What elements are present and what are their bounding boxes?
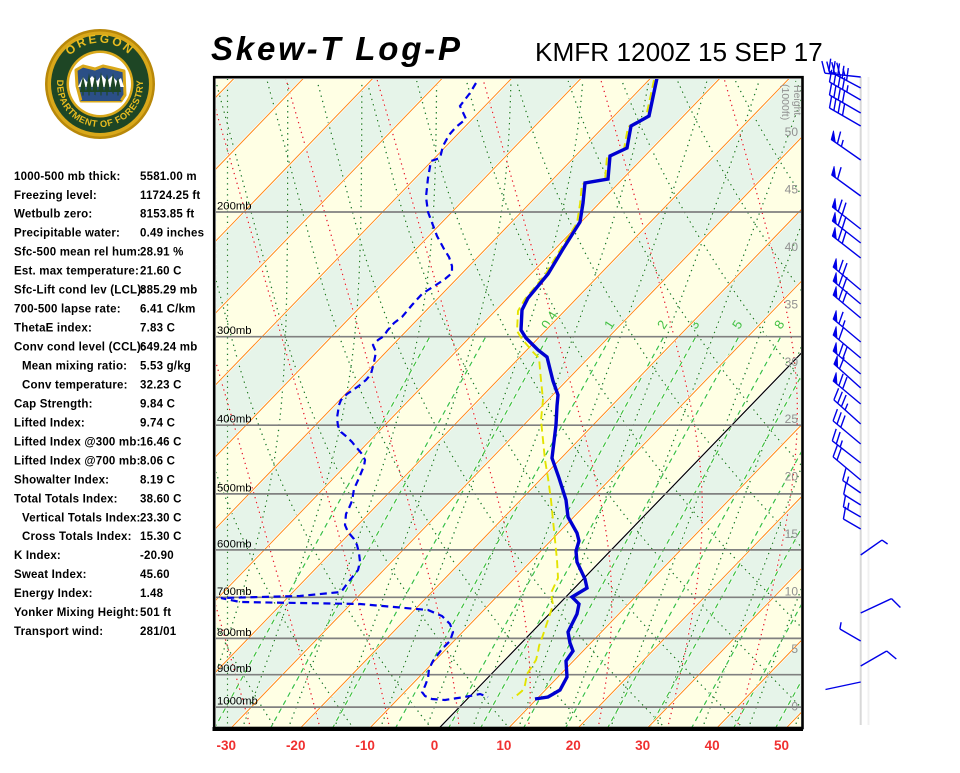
svg-text:Wetbulb zero:: Wetbulb zero: [14, 209, 92, 221]
svg-text:9.74 C: 9.74 C [140, 417, 175, 429]
svg-text:-30: -30 [217, 738, 237, 753]
svg-text:Sfc-Lift cond lev (LCL):: Sfc-Lift cond lev (LCL): [14, 285, 145, 297]
svg-text:-10: -10 [355, 738, 375, 753]
svg-text:-20.90: -20.90 [140, 550, 174, 562]
svg-text:Yonker Mixing Height:: Yonker Mixing Height: [14, 607, 139, 619]
svg-text:15: 15 [785, 527, 799, 541]
svg-text:-20: -20 [286, 738, 306, 753]
svg-text:Conv temperature:: Conv temperature: [22, 380, 128, 392]
svg-text:0: 0 [791, 700, 798, 714]
svg-text:Mean mixing ratio:: Mean mixing ratio: [22, 361, 127, 373]
svg-text:1000-500 mb thick:: 1000-500 mb thick: [14, 171, 121, 183]
svg-text:10: 10 [785, 585, 799, 599]
svg-text:20: 20 [785, 470, 799, 484]
svg-text:10: 10 [496, 738, 511, 753]
svg-text:8.06 C: 8.06 C [140, 455, 175, 467]
svg-text:5581.00 m: 5581.00 m [140, 171, 197, 183]
svg-text:30: 30 [785, 355, 799, 369]
svg-text:300mb: 300mb [217, 325, 252, 337]
svg-text:Skew-T Log-P: Skew-T Log-P [211, 30, 463, 67]
svg-text:800mb: 800mb [217, 627, 252, 639]
svg-text:28.91 %: 28.91 % [140, 247, 184, 259]
svg-text:Transport wind:: Transport wind: [14, 626, 103, 638]
svg-text:16.46 C: 16.46 C [140, 436, 182, 448]
svg-text:9.84 C: 9.84 C [140, 398, 175, 410]
svg-text:Conv cond level (CCL):: Conv cond level (CCL): [14, 342, 145, 354]
svg-text:281/01: 281/01 [140, 626, 177, 638]
svg-text:0.49 inches: 0.49 inches [140, 228, 204, 240]
svg-text:25: 25 [785, 412, 799, 426]
svg-text:Energy Index:: Energy Index: [14, 588, 93, 600]
svg-text:700-500 lapse rate:: 700-500 lapse rate: [14, 304, 121, 316]
svg-text:Total Totals Index:: Total Totals Index: [14, 493, 118, 505]
svg-text:900mb: 900mb [217, 663, 252, 675]
svg-text:21.60 C: 21.60 C [140, 266, 182, 278]
svg-text:1000mb: 1000mb [217, 696, 258, 708]
svg-text:15.30 C: 15.30 C [140, 531, 182, 543]
svg-text:35: 35 [785, 297, 799, 311]
svg-text:38.60 C: 38.60 C [140, 493, 182, 505]
svg-text:Height.: Height. [791, 85, 803, 118]
svg-text:Cross Totals Index:: Cross Totals Index: [22, 531, 132, 543]
svg-text:50: 50 [785, 125, 799, 139]
svg-text:45: 45 [785, 183, 799, 197]
svg-text:Precipitable water:: Precipitable water: [14, 228, 120, 240]
svg-text:11724.25 ft: 11724.25 ft [140, 190, 200, 202]
svg-text:Est. max temperature:: Est. max temperature: [14, 266, 139, 278]
svg-text:7.83 C: 7.83 C [140, 323, 175, 335]
svg-text:ThetaE index:: ThetaE index: [14, 323, 92, 335]
svg-text:Lifted Index @300 mb:: Lifted Index @300 mb: [14, 436, 141, 448]
svg-text:885.29 mb: 885.29 mb [140, 285, 197, 297]
svg-text:500mb: 500mb [217, 482, 252, 494]
svg-text:Cap Strength:: Cap Strength: [14, 398, 93, 410]
svg-text:600mb: 600mb [217, 538, 252, 550]
svg-text:45.60: 45.60 [140, 569, 170, 581]
svg-text:30: 30 [635, 738, 650, 753]
svg-text:Lifted Index @700 mb:: Lifted Index @700 mb: [14, 455, 141, 467]
svg-text:20: 20 [566, 738, 581, 753]
svg-text:23.30 C: 23.30 C [140, 512, 182, 524]
svg-text:KMFR 1200Z 15 SEP 17: KMFR 1200Z 15 SEP 17 [535, 37, 823, 67]
svg-text:700mb: 700mb [217, 586, 252, 598]
svg-text:400mb: 400mb [217, 414, 252, 426]
svg-text:Freezing level:: Freezing level: [14, 190, 97, 202]
svg-text:5.53 g/kg: 5.53 g/kg [140, 361, 191, 373]
svg-text:Lifted Index:: Lifted Index: [14, 417, 85, 429]
svg-text:Vertical Totals Index:: Vertical Totals Index: [22, 512, 141, 524]
svg-text:K Index:: K Index: [14, 550, 61, 562]
svg-text:5: 5 [791, 642, 798, 656]
svg-text:200mb: 200mb [217, 201, 252, 213]
svg-text:0: 0 [431, 738, 439, 753]
svg-text:8.19 C: 8.19 C [140, 474, 175, 486]
svg-text:Sweat Index:: Sweat Index: [14, 569, 87, 581]
svg-text:40: 40 [785, 240, 799, 254]
svg-text:1.48: 1.48 [140, 588, 164, 600]
svg-text:32.23 C: 32.23 C [140, 380, 182, 392]
svg-text:(1000ft): (1000ft) [779, 84, 791, 120]
svg-text:Showalter Index:: Showalter Index: [14, 474, 109, 486]
svg-text:501 ft: 501 ft [140, 607, 171, 619]
svg-text:6.41 C/km: 6.41 C/km [140, 304, 196, 316]
svg-text:8153.85 ft: 8153.85 ft [140, 209, 194, 221]
svg-text:Sfc-500 mean rel hum:: Sfc-500 mean rel hum: [14, 247, 141, 259]
svg-text:649.24 mb: 649.24 mb [140, 342, 197, 354]
svg-text:40: 40 [705, 738, 720, 753]
svg-text:50: 50 [774, 738, 789, 753]
